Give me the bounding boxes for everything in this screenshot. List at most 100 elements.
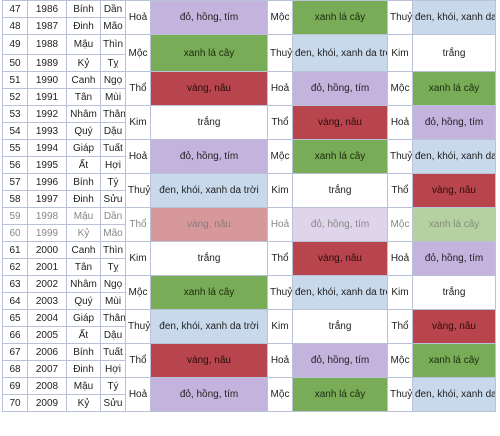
age-cell: 65 (2, 309, 28, 327)
element-cell-1: Thuỷ (125, 309, 151, 344)
color-cell-2: trắng (292, 309, 388, 344)
color-cell-3: đen, khói, xanh da trời (412, 139, 496, 174)
year-cell: 1988 (27, 34, 67, 55)
chi-cell: Tỵ (100, 54, 126, 72)
element-cell-3: Thuỷ (387, 377, 413, 412)
age-cell: 62 (2, 258, 28, 276)
can-cell: Tân (66, 258, 101, 276)
can-cell: Tân (66, 88, 101, 106)
age-cell: 52 (2, 88, 28, 106)
element-cell-3: Kim (387, 34, 413, 72)
chi-cell: Mùi (100, 88, 126, 106)
year-cell: 2004 (27, 309, 67, 327)
age-cell: 48 (2, 17, 28, 35)
table-row: 56 1995 Ất Hợi (2, 156, 496, 174)
element-cell-2: Kim (267, 309, 293, 344)
chi-cell: Ngọ (100, 71, 126, 89)
age-cell: 58 (2, 190, 28, 208)
table-row: 67 2006 Bính Tuất Thổ vàng, nâu Hoả đỏ, hồng, t… (2, 343, 496, 378)
table-row: 59 1998 Mậu Dần Thổ vàng, nâu Hoả đỏ, hồng, tím… (2, 207, 496, 242)
color-cell-3: đen, khói, xanh da trời (412, 0, 496, 35)
year-cell: 2001 (27, 258, 67, 276)
element-cell-1: Thuỷ (125, 173, 151, 208)
age-cell: 54 (2, 122, 28, 140)
year-cell: 2007 (27, 360, 67, 378)
chi-cell: Mão (100, 17, 126, 35)
table-row: 55 1994 Giáp Tuất Hoả đỏ, hồng, tím Mộc xanh lá… (2, 139, 496, 174)
color-cell-3: xanh lá cây (412, 343, 496, 378)
year-cell: 2002 (27, 275, 67, 293)
chi-cell: Dậu (100, 122, 126, 140)
chi-cell: Mùi (100, 292, 126, 310)
element-cell-1: Hoả (125, 377, 151, 412)
can-cell: Kỷ (66, 224, 101, 242)
color-cell-1: xanh lá cây (150, 275, 268, 310)
color-cell-3: vàng, nâu (412, 309, 496, 344)
color-cell-2: xanh lá cây (292, 0, 388, 35)
year-cell: 2005 (27, 326, 67, 344)
chi-cell: Thìn (100, 34, 126, 55)
element-cell-3: Hoả (387, 105, 413, 140)
table-row: 57 1996 Bính Tý Thuỷ đen, khói, xanh da trời K… (2, 173, 496, 208)
chi-cell: Hợi (100, 156, 126, 174)
color-cell-2: vàng, nâu (292, 241, 388, 276)
age-cell: 50 (2, 54, 28, 72)
element-cell-2: Kim (267, 173, 293, 208)
can-cell: Đinh (66, 190, 101, 208)
color-cell-3: xanh lá cây (412, 71, 496, 106)
year-cell: 2009 (27, 394, 67, 412)
chi-cell: Thìn (100, 241, 126, 259)
age-cell: 59 (2, 207, 28, 225)
age-cell: 47 (2, 0, 28, 18)
color-cell-3: trắng (412, 275, 496, 310)
color-cell-2: vàng, nâu (292, 105, 388, 140)
chi-cell: Tuất (100, 139, 126, 157)
color-cell-2: đen, khói, xanh da trời (292, 34, 388, 72)
age-cell: 63 (2, 275, 28, 293)
chi-cell: Tý (100, 377, 126, 395)
color-cell-2: đỏ, hồng, tím (292, 71, 388, 106)
can-cell: Kỷ (66, 54, 101, 72)
table-body: 47 1986 Bính Dần Hoả đỏ, hồng, tím Mộc xanh lá … (2, 0, 496, 412)
can-cell: Quý (66, 292, 101, 310)
table-row: 63 2002 Nhâm Ngọ Mộc xanh lá cây Thuỷ đen, khói… (2, 275, 496, 310)
can-cell: Ất (66, 326, 101, 344)
color-cell-1: đen, khói, xanh da trời (150, 173, 268, 208)
table-row: 49 1988 Mậu Thìn Mộc xanh lá cây Thuỷ đen, khói… (2, 34, 496, 72)
age-cell: 68 (2, 360, 28, 378)
year-cell: 1986 (27, 0, 67, 18)
can-cell: Nhâm (66, 105, 101, 123)
can-cell: Kỷ (66, 394, 101, 412)
can-cell: Bính (66, 0, 101, 18)
age-cell: 55 (2, 139, 28, 157)
chi-cell: Ngọ (100, 275, 126, 293)
element-cell-1: Mộc (125, 34, 151, 72)
chi-cell: Sửu (100, 190, 126, 208)
color-cell-3: xanh lá cây (412, 207, 496, 242)
table-row: 54 1993 Quý Dậu (2, 122, 496, 140)
chi-cell: Thân (100, 105, 126, 123)
can-cell: Mậu (66, 207, 101, 225)
year-cell: 2003 (27, 292, 67, 310)
element-cell-3: Thổ (387, 309, 413, 344)
chi-cell: Sửu (100, 394, 126, 412)
age-cell: 51 (2, 71, 28, 89)
can-cell: Ất (66, 156, 101, 174)
can-cell: Quý (66, 122, 101, 140)
element-cell-1: Kim (125, 241, 151, 276)
age-cell: 57 (2, 173, 28, 191)
element-cell-2: Thuỷ (267, 34, 293, 72)
age-cell: 60 (2, 224, 28, 242)
table-row: 60 1999 Kỷ Mão (2, 224, 496, 242)
can-cell: Nhâm (66, 275, 101, 293)
year-cell: 1997 (27, 190, 67, 208)
color-cell-1: trắng (150, 241, 268, 276)
age-cell: 70 (2, 394, 28, 412)
chi-cell: Tỵ (100, 258, 126, 276)
chi-cell: Dậu (100, 326, 126, 344)
color-cell-1: đen, khói, xanh da trời (150, 309, 268, 344)
chi-cell: Dần (100, 0, 126, 18)
age-cell: 69 (2, 377, 28, 395)
element-cell-2: Thổ (267, 105, 293, 140)
color-cell-1: trắng (150, 105, 268, 140)
